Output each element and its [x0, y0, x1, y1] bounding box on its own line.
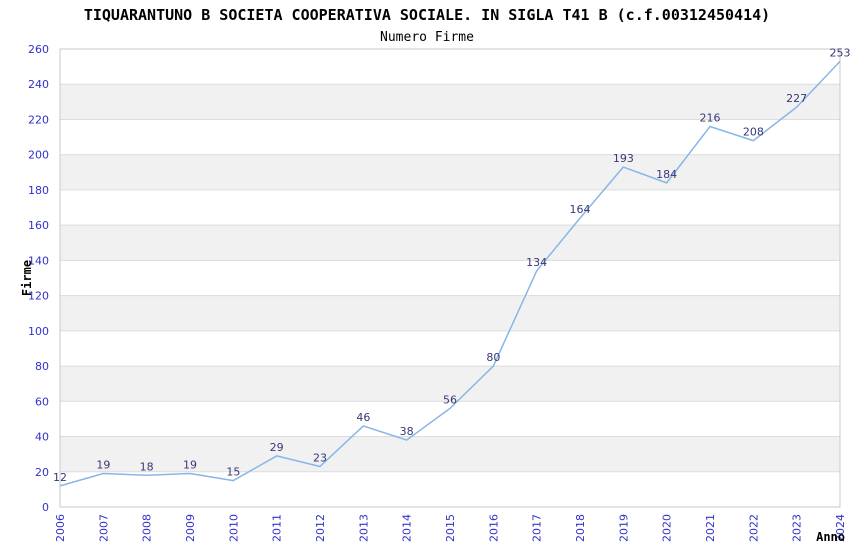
x-tick-label: 2009	[184, 514, 197, 542]
data-point-label: 56	[443, 393, 457, 406]
data-point-label: 15	[226, 466, 240, 479]
x-tick-label: 2016	[487, 514, 500, 542]
plot-area: 0 20 40 60 80 100 120 140 160 180 200 220 240 260 2006…	[28, 43, 850, 542]
x-tick-label: 2012	[314, 514, 327, 542]
y-tick-label: 220	[28, 113, 49, 126]
data-point-label: 134	[526, 256, 547, 269]
y-tick-label: 240	[28, 78, 49, 91]
data-point-label: 216	[700, 112, 721, 125]
y-axis-title: Firme	[20, 260, 34, 296]
plot-band	[60, 295, 840, 331]
data-point-label: 184	[656, 168, 677, 181]
y-tick-label: 260	[28, 43, 49, 56]
data-point-label: 38	[400, 425, 414, 438]
data-point-label: 19	[183, 459, 197, 472]
data-point-label: 19	[96, 459, 110, 472]
x-axis-title: Anno	[816, 530, 845, 544]
chart-subtitle: Numero Firme	[380, 30, 474, 45]
data-point-label: 23	[313, 451, 327, 464]
plot-band	[60, 225, 840, 261]
x-tick-label: 2021	[704, 514, 717, 542]
y-tick-label: 0	[42, 501, 49, 514]
y-tick-label: 20	[35, 466, 49, 479]
y-tick-label: 140	[28, 254, 49, 267]
data-point-label: 46	[356, 411, 370, 424]
data-point-label: 208	[743, 126, 764, 139]
x-tick-label: 2013	[357, 514, 370, 542]
x-tick-label: 2007	[97, 514, 110, 542]
data-point-label: 164	[570, 203, 591, 216]
y-tick-label: 100	[28, 325, 49, 338]
y-tick-label: 80	[35, 360, 49, 373]
x-tick-label: 2018	[574, 514, 587, 542]
x-tick-label: 2020	[661, 514, 674, 542]
x-tick-label: 2017	[531, 514, 544, 542]
y-tick-label: 120	[28, 290, 49, 303]
data-point-label: 29	[270, 441, 284, 454]
x-tick-label: 2010	[227, 514, 240, 542]
x-tick-label: 2011	[271, 514, 284, 542]
x-tick-label: 2022	[747, 514, 760, 542]
plot-band	[60, 436, 840, 472]
data-series-line	[59, 60, 841, 487]
y-tick-label: 180	[28, 184, 49, 197]
x-tick-label: 2006	[54, 514, 67, 542]
plot-band	[60, 366, 840, 402]
data-point-label: 80	[486, 351, 500, 364]
y-tick-label: 60	[35, 395, 49, 408]
x-tick-label: 2015	[444, 514, 457, 542]
x-tick-label: 2008	[141, 514, 154, 542]
y-tick-label: 160	[28, 219, 49, 232]
plot-band	[60, 154, 840, 190]
x-tick-label: 2023	[791, 514, 804, 542]
y-tick-label: 40	[35, 431, 49, 444]
chart-title: TIQUARANTUNO B SOCIETA COOPERATIVA SOCIA…	[84, 6, 770, 24]
data-point-label: 227	[786, 92, 807, 105]
data-point-label: 12	[53, 471, 67, 484]
plot-band	[60, 84, 840, 120]
plot-frame	[59, 48, 841, 508]
x-tick-label: 2024	[834, 514, 847, 542]
y-tick-label: 200	[28, 149, 49, 162]
x-tick-label: 2019	[617, 514, 630, 542]
x-tick-label: 2014	[401, 514, 414, 542]
data-point-label: 253	[830, 46, 850, 59]
data-point-label: 193	[613, 152, 634, 165]
data-point-label: 18	[140, 460, 154, 473]
